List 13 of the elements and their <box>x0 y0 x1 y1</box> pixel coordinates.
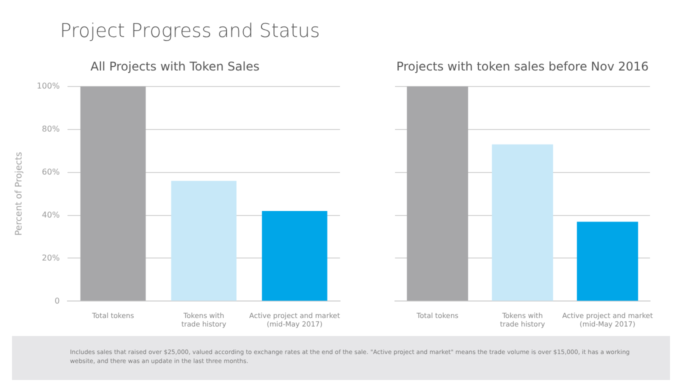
bar <box>80 86 146 301</box>
y-tick-label: 40% <box>42 210 60 220</box>
y-axis-title: Percent of Projects <box>14 152 25 236</box>
bar <box>262 210 328 301</box>
y-tick-label: 20% <box>42 253 60 262</box>
y-tick-label: 60% <box>42 167 60 176</box>
chart-title: All Projects with Token Sales <box>90 59 260 74</box>
chart-title: Projects with token sales before Nov 2016 <box>396 59 649 74</box>
y-tick-label: 100% <box>36 81 60 90</box>
y-tick-label: 80% <box>42 124 60 134</box>
text: Project Progress and Status <box>60 20 320 42</box>
y-tick-label: 0 <box>54 296 60 306</box>
bar <box>171 180 237 301</box>
